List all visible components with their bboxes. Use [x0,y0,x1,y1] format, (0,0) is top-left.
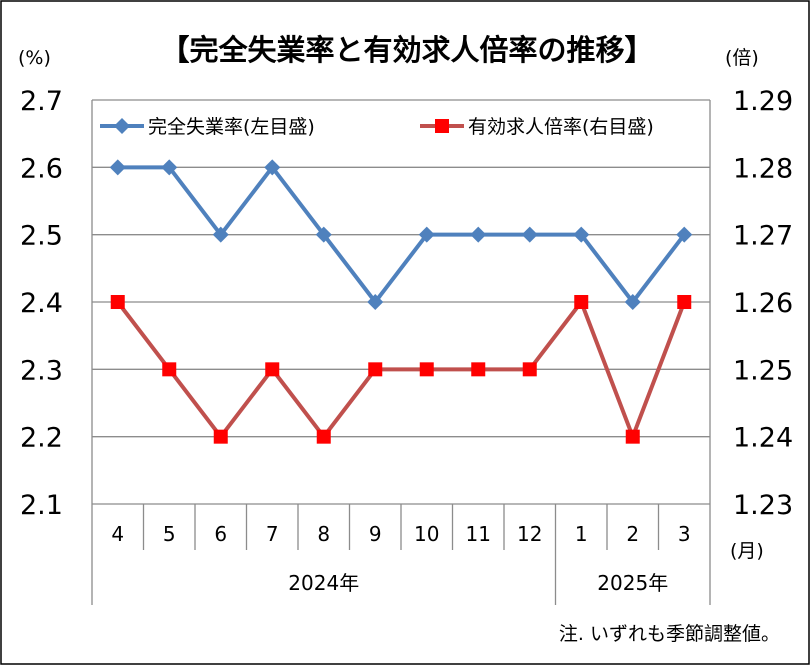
right-tick-label: 1.27 [733,221,793,252]
right-tick-label: 1.26 [733,288,793,319]
left-tick-label: 2.3 [20,355,63,386]
left-axis-unit: (%) [18,47,51,69]
month-label: 10 [414,522,439,546]
month-label: 2 [626,522,639,546]
right-tick-label: 1.28 [733,153,793,184]
month-label: 6 [214,522,227,546]
legend-label: 完全失業率(左目盛) [148,116,315,138]
legend-label: 有効求人倍率(右目盛) [468,116,654,138]
data-point-diamond [161,159,178,176]
left-tick-label: 2.4 [20,288,63,319]
right-tick-label: 1.25 [733,355,793,386]
left-tick-label: 2.6 [20,153,63,184]
month-label: 1 [575,522,588,546]
data-point-square [522,362,537,377]
data-point-diamond [624,294,641,310]
month-label: 9 [369,522,382,546]
year-label: 2025年 [597,571,668,595]
left-axis-ticks: 2.1 2.2 2.3 2.4 2.5 2.6 2.7 [20,86,63,521]
data-point-square [316,429,331,444]
data-point-square [471,362,486,377]
month-label: 11 [466,522,491,546]
right-tick-label: 1.29 [733,86,793,117]
data-point-diamond [212,226,229,243]
month-label: 5 [163,522,176,546]
legend-marker [114,118,130,134]
data-point-diamond [367,294,384,310]
month-label: 12 [517,522,542,546]
data-point-square [265,362,280,377]
data-point-diamond [521,226,538,243]
legend: 完全失業率(左目盛) 有効求人倍率(右目盛) [100,116,654,138]
data-point-square [419,362,434,377]
month-label: 8 [317,522,330,546]
chart-title: 【完全失業率と有効求人倍率の推移】 [160,33,653,67]
data-point-square [213,429,228,444]
left-tick-label: 2.2 [20,423,63,454]
data-point-diamond [676,226,693,243]
right-axis-ticks: 1.23 1.24 1.25 1.26 1.27 1.28 1.29 [733,86,793,521]
data-point-square [368,362,383,377]
series-line [116,300,687,439]
data-point-square [574,295,589,309]
right-tick-label: 1.24 [733,423,793,454]
series-line [117,165,686,304]
data-point-diamond [264,159,281,176]
month-unit: (月) [730,540,764,562]
data-point-diamond [470,226,487,243]
month-label: 7 [266,522,279,546]
left-tick-label: 2.5 [20,221,63,252]
left-tick-label: 2.7 [20,86,63,117]
data-point-diamond [573,226,590,243]
right-tick-label: 1.23 [733,490,793,521]
left-tick-label: 2.1 [20,490,63,521]
data-point-square [625,429,640,444]
month-label: 4 [111,522,124,546]
right-axis-unit: (倍) [725,47,759,69]
data-point-diamond [109,159,126,176]
data-point-square [162,362,177,377]
legend-marker [435,119,449,133]
data-point-square [110,295,125,309]
series-layer [109,159,693,444]
month-label: 3 [678,522,691,546]
year-label: 2024年 [288,571,359,595]
footnote: 注. いずれも季節調整値。 [559,623,780,645]
data-point-diamond [418,226,435,243]
data-point-diamond [315,226,332,243]
data-point-square [677,295,692,309]
